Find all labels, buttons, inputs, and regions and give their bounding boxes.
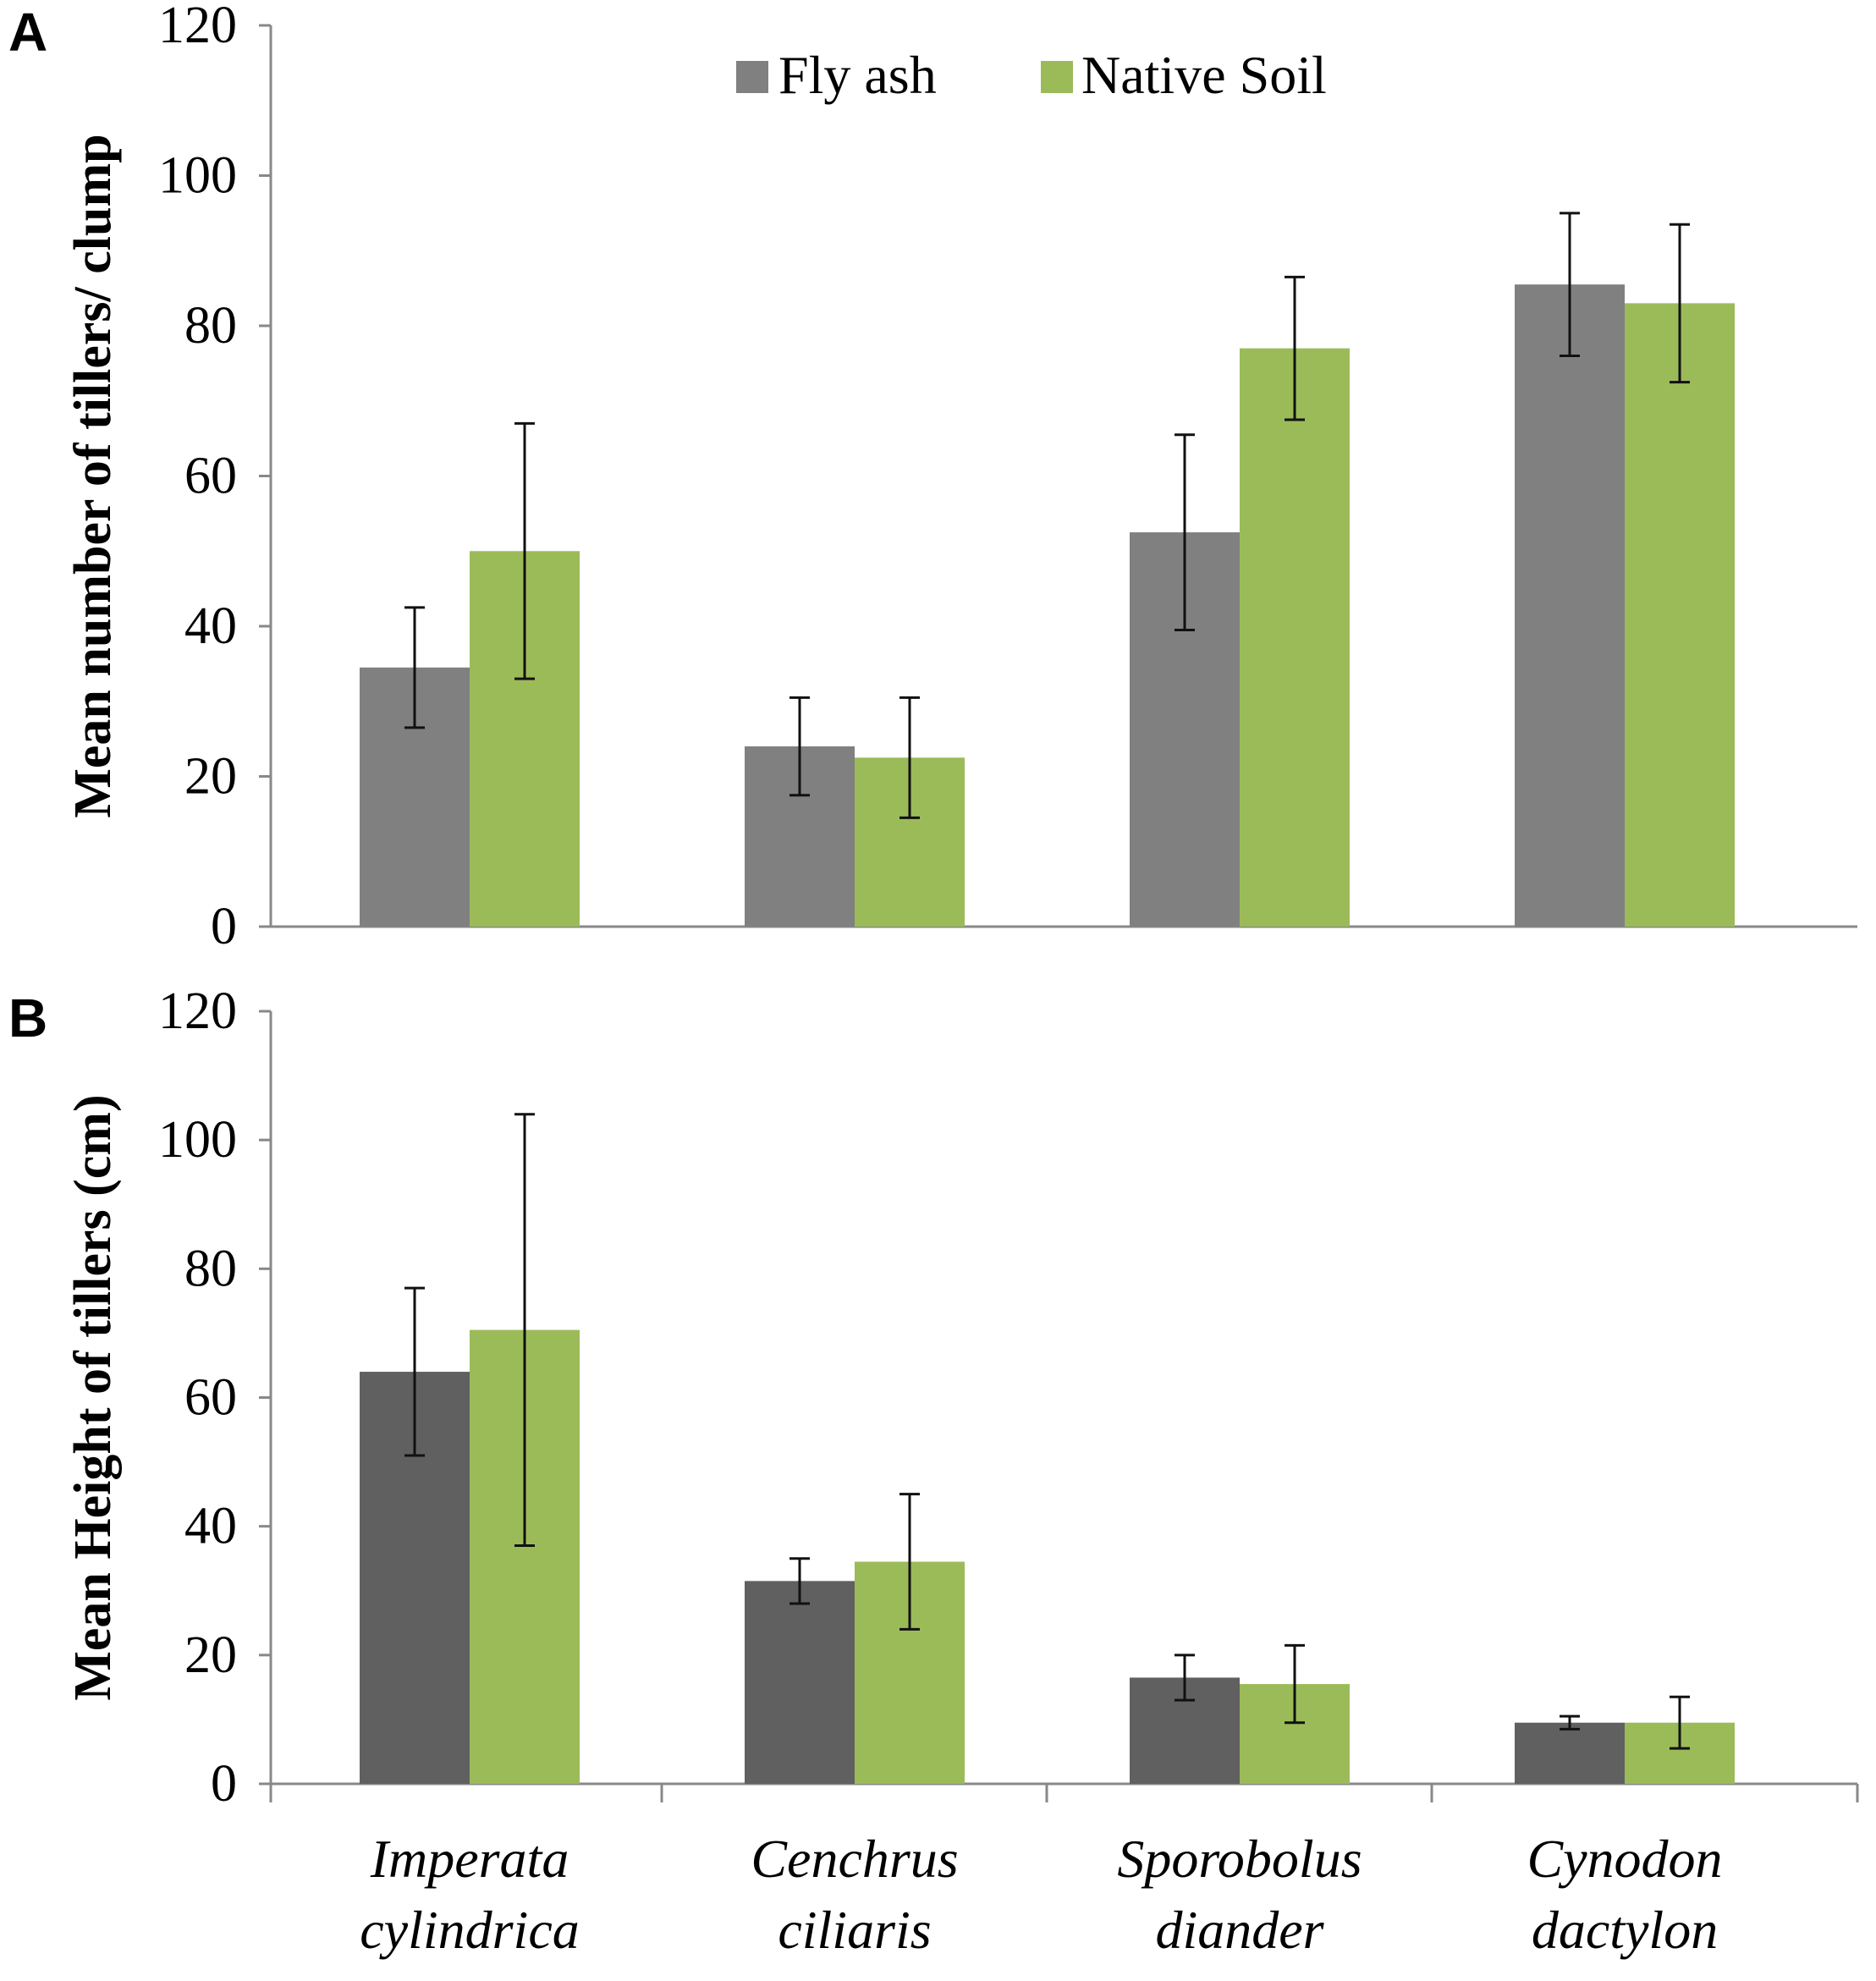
bar-a-nativesoil-sporobolus [1240, 348, 1350, 927]
y-tick-label-b: 80 [184, 1240, 237, 1297]
y-tick-label-b: 0 [211, 1755, 237, 1813]
bar-b-flyash-cenchrus [745, 1581, 855, 1784]
y-tick-label-a: 0 [211, 898, 237, 955]
y-tick-label-b: 40 [184, 1498, 237, 1555]
bar-a-flyash-cynodon [1515, 284, 1625, 927]
y-tick-label-a: 40 [184, 597, 237, 655]
legend-label-nativesoil: Native Soil [1081, 45, 1327, 105]
legend-swatch-flyash [736, 61, 768, 93]
y-axis-title-b: Mean Height of tillers (cm) [64, 1094, 122, 1700]
bar-a-nativesoil-cynodon [1625, 303, 1735, 927]
y-tick-label-b: 20 [184, 1626, 237, 1684]
category-label-imperata-line1: Imperata [370, 1829, 569, 1889]
bar-b-flyash-cynodon [1515, 1722, 1625, 1784]
y-tick-label-b: 100 [158, 1111, 237, 1169]
category-label-sporobolus-line2: diander [1155, 1900, 1324, 1960]
y-tick-label-a: 20 [184, 748, 237, 806]
y-tick-label-a: 80 [184, 297, 237, 355]
y-tick-label-a: 60 [184, 448, 237, 505]
category-label-cynodon-line2: dactylon [1532, 1900, 1718, 1960]
category-label-cenchrus-line2: ciliaris [778, 1900, 931, 1960]
category-label-sporobolus-line1: Sporobolus [1117, 1829, 1362, 1889]
legend-swatch-nativesoil [1041, 61, 1073, 93]
y-tick-label-b: 120 [158, 982, 237, 1040]
y-tick-label-b: 60 [184, 1369, 237, 1427]
category-label-imperata-line2: cylindrica [360, 1900, 579, 1960]
panel-label-a: A [8, 2, 47, 63]
legend-label-flyash: Fly ash [778, 45, 937, 105]
y-axis-title-a: Mean number of tillers/ clump [64, 134, 122, 817]
category-label-cynodon-line1: Cynodon [1527, 1829, 1722, 1889]
y-tick-label-a: 120 [158, 0, 237, 54]
y-tick-label-a: 100 [158, 147, 237, 205]
panel-label-b: B [8, 988, 47, 1048]
category-label-cenchrus-line1: Cenchrus [751, 1829, 958, 1889]
